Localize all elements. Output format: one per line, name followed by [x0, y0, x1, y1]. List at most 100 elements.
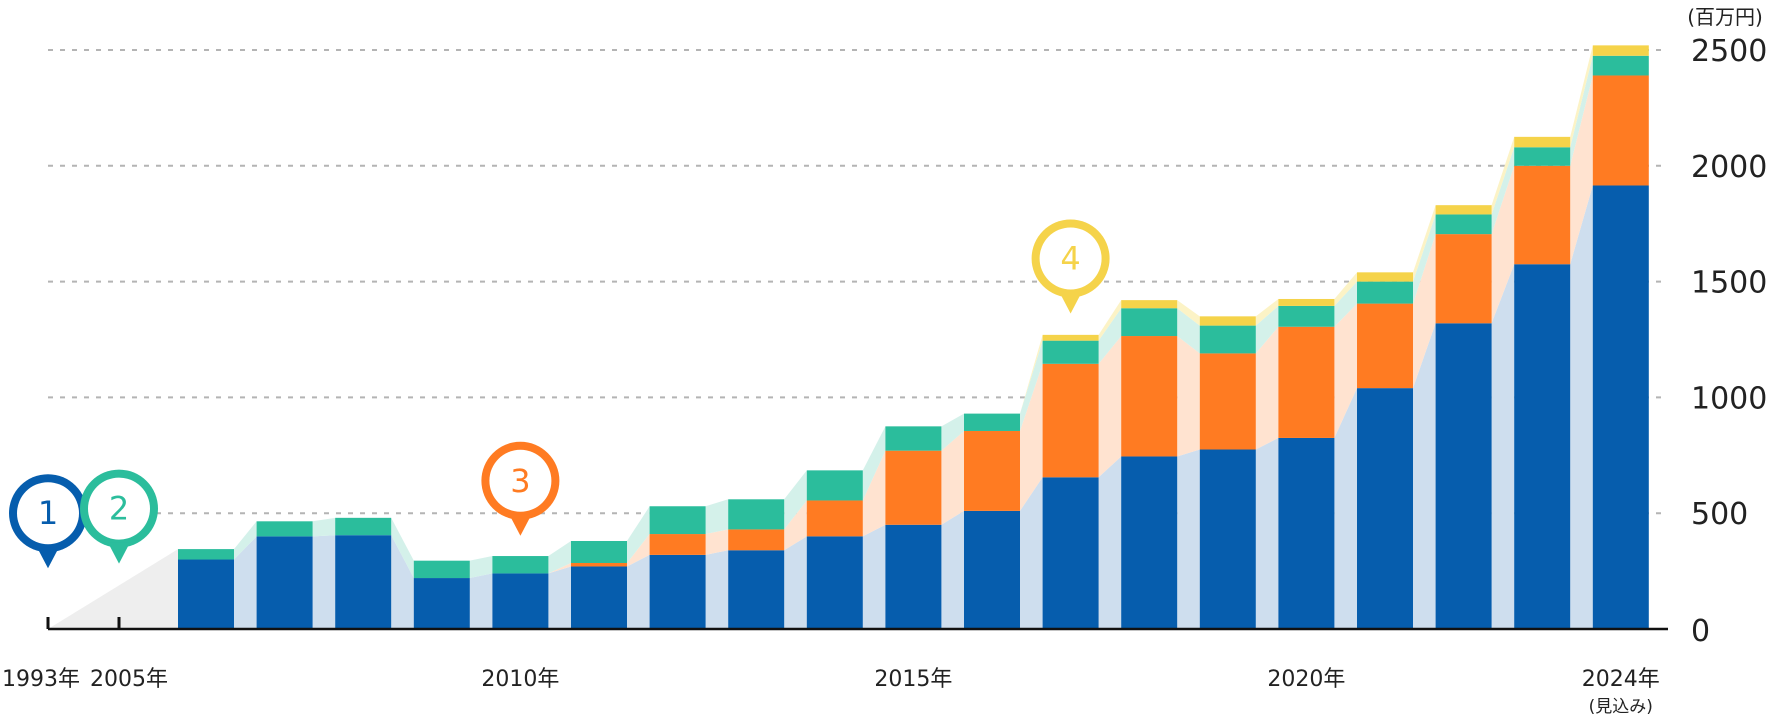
series-blue-band — [627, 554, 650, 629]
series-yellow-bar-2017 — [1042, 334, 1099, 341]
series-yellow-bar-2020 — [1278, 298, 1335, 306]
series-green-band — [1098, 308, 1122, 364]
series-blue-bar-2017 — [1042, 477, 1099, 629]
y-unit-label: (百万円) — [1687, 5, 1763, 29]
x-tick-label: 2020年 — [1267, 667, 1345, 692]
marker-3: 3 — [481, 441, 560, 536]
series-blue-bar-2014 — [806, 536, 863, 629]
y-tick-label: 0 — [1691, 614, 1710, 649]
series-blue-band — [862, 524, 886, 629]
series-orange-bar-2014 — [806, 500, 863, 537]
series-blue-band — [391, 535, 414, 629]
series-green-bar-2011 — [571, 540, 627, 563]
marker-1-face — [17, 482, 79, 545]
series-green-band — [627, 506, 650, 563]
marker-4-face — [1039, 227, 1102, 290]
series-green-band — [1413, 214, 1436, 304]
series-green-band — [1570, 55, 1593, 166]
x-tick-sublabel: (見込み) — [1589, 697, 1653, 717]
series-blue-bar-2013 — [728, 550, 785, 629]
series-yellow-band — [1098, 300, 1122, 341]
series-blue-bar-2018 — [1121, 456, 1178, 629]
marker-4-label: 4 — [1060, 239, 1080, 277]
series-green-bar-2021 — [1357, 281, 1413, 304]
marker-2: 2 — [80, 469, 158, 564]
series-blue-band — [1491, 264, 1515, 629]
series-blue-band — [1177, 449, 1200, 629]
series-blue-bar-2008 — [335, 535, 392, 629]
series-blue-bar-2012 — [649, 554, 706, 629]
series-blue-bar-2011 — [571, 566, 627, 629]
series-yellow-bar-2024 — [1592, 45, 1649, 56]
series-blue-bar-2006 — [178, 559, 234, 629]
series-orange-bar-2017 — [1042, 363, 1099, 478]
series-blue-band — [234, 536, 257, 629]
series-orange-bar-2024 — [1592, 75, 1649, 186]
series-blue-band — [1255, 437, 1279, 629]
x-tick-label: 2015年 — [874, 667, 952, 692]
series-green-band — [1177, 308, 1200, 354]
series-orange-bar-2011 — [571, 562, 627, 567]
series-green-bar-2018 — [1121, 308, 1178, 337]
series-green-bar-2023 — [1514, 147, 1571, 166]
series-green-bar-2009 — [413, 560, 470, 579]
series-green-band — [312, 517, 336, 537]
series-orange-band — [1255, 326, 1279, 450]
series-green-band — [941, 413, 964, 451]
series-blue-band — [1098, 456, 1122, 629]
series-orange-bar-2018 — [1121, 336, 1178, 457]
series-yellow-band — [1255, 298, 1279, 326]
series-green-band — [391, 517, 414, 579]
series-green-bar-2013 — [728, 499, 785, 530]
text-layer: 0 500 1000 1500 2000 2500 (百万円) 1993年 2005年 2010年… — [2, 5, 1767, 717]
series-blue-bar-2007 — [256, 536, 313, 629]
series-green-bar-2006 — [178, 549, 234, 560]
series-orange-band — [1491, 165, 1515, 324]
series-green-bar-2017 — [1042, 340, 1099, 364]
series-green-band — [862, 426, 886, 501]
series-orange-band — [627, 534, 650, 567]
series-orange-band — [1570, 75, 1593, 265]
series-orange-bar-2013 — [728, 529, 785, 551]
x-tick-label: 2005年 — [90, 667, 168, 692]
series-orange-bar-2015 — [885, 450, 942, 525]
x-tick-label: 2024年 — [1582, 667, 1660, 692]
marker-2-face — [88, 477, 150, 540]
series-blue-band — [1413, 323, 1436, 629]
marker-4-pointer — [1059, 292, 1082, 314]
series-green-band — [234, 521, 257, 560]
series-green-bar-2015 — [885, 426, 942, 451]
series-yellow-band — [1177, 300, 1200, 326]
series-orange-bar-2012 — [649, 534, 706, 555]
series-yellow-band — [1334, 272, 1357, 306]
marker-1: 1 — [9, 474, 87, 569]
timeline-wedge — [48, 549, 178, 629]
series-yellow-bar-2019 — [1199, 316, 1256, 326]
series-green-bar-2020 — [1278, 305, 1335, 327]
series-blue-bar-2023 — [1514, 264, 1571, 629]
series-orange-band — [1413, 234, 1436, 389]
series-green-band — [705, 499, 729, 535]
series-blue-bar-2009 — [413, 578, 470, 629]
series-blue-bar-2020 — [1278, 437, 1335, 629]
series-green-bar-2019 — [1199, 325, 1256, 354]
series-blue-bar-2010 — [492, 573, 549, 629]
series-green-band — [1334, 281, 1357, 327]
series-green-band — [1020, 340, 1043, 431]
marker-1-label: 1 — [38, 494, 58, 532]
series-green-band — [784, 470, 807, 530]
marker-3-label: 3 — [510, 462, 530, 500]
series-blue-bar-2024 — [1592, 185, 1649, 629]
series-yellow-band — [1491, 136, 1515, 215]
series-blue-band — [1570, 185, 1593, 629]
series-blue-bar-2021 — [1357, 388, 1413, 629]
series-orange-band — [941, 430, 964, 525]
marker-2-label: 2 — [109, 490, 129, 528]
series-blue-band — [469, 573, 493, 629]
series-blue-band — [548, 566, 571, 629]
series-yellow-band — [1570, 45, 1593, 148]
y-tick-label: 1000 — [1691, 381, 1767, 416]
y-tick-label: 1500 — [1691, 266, 1767, 301]
